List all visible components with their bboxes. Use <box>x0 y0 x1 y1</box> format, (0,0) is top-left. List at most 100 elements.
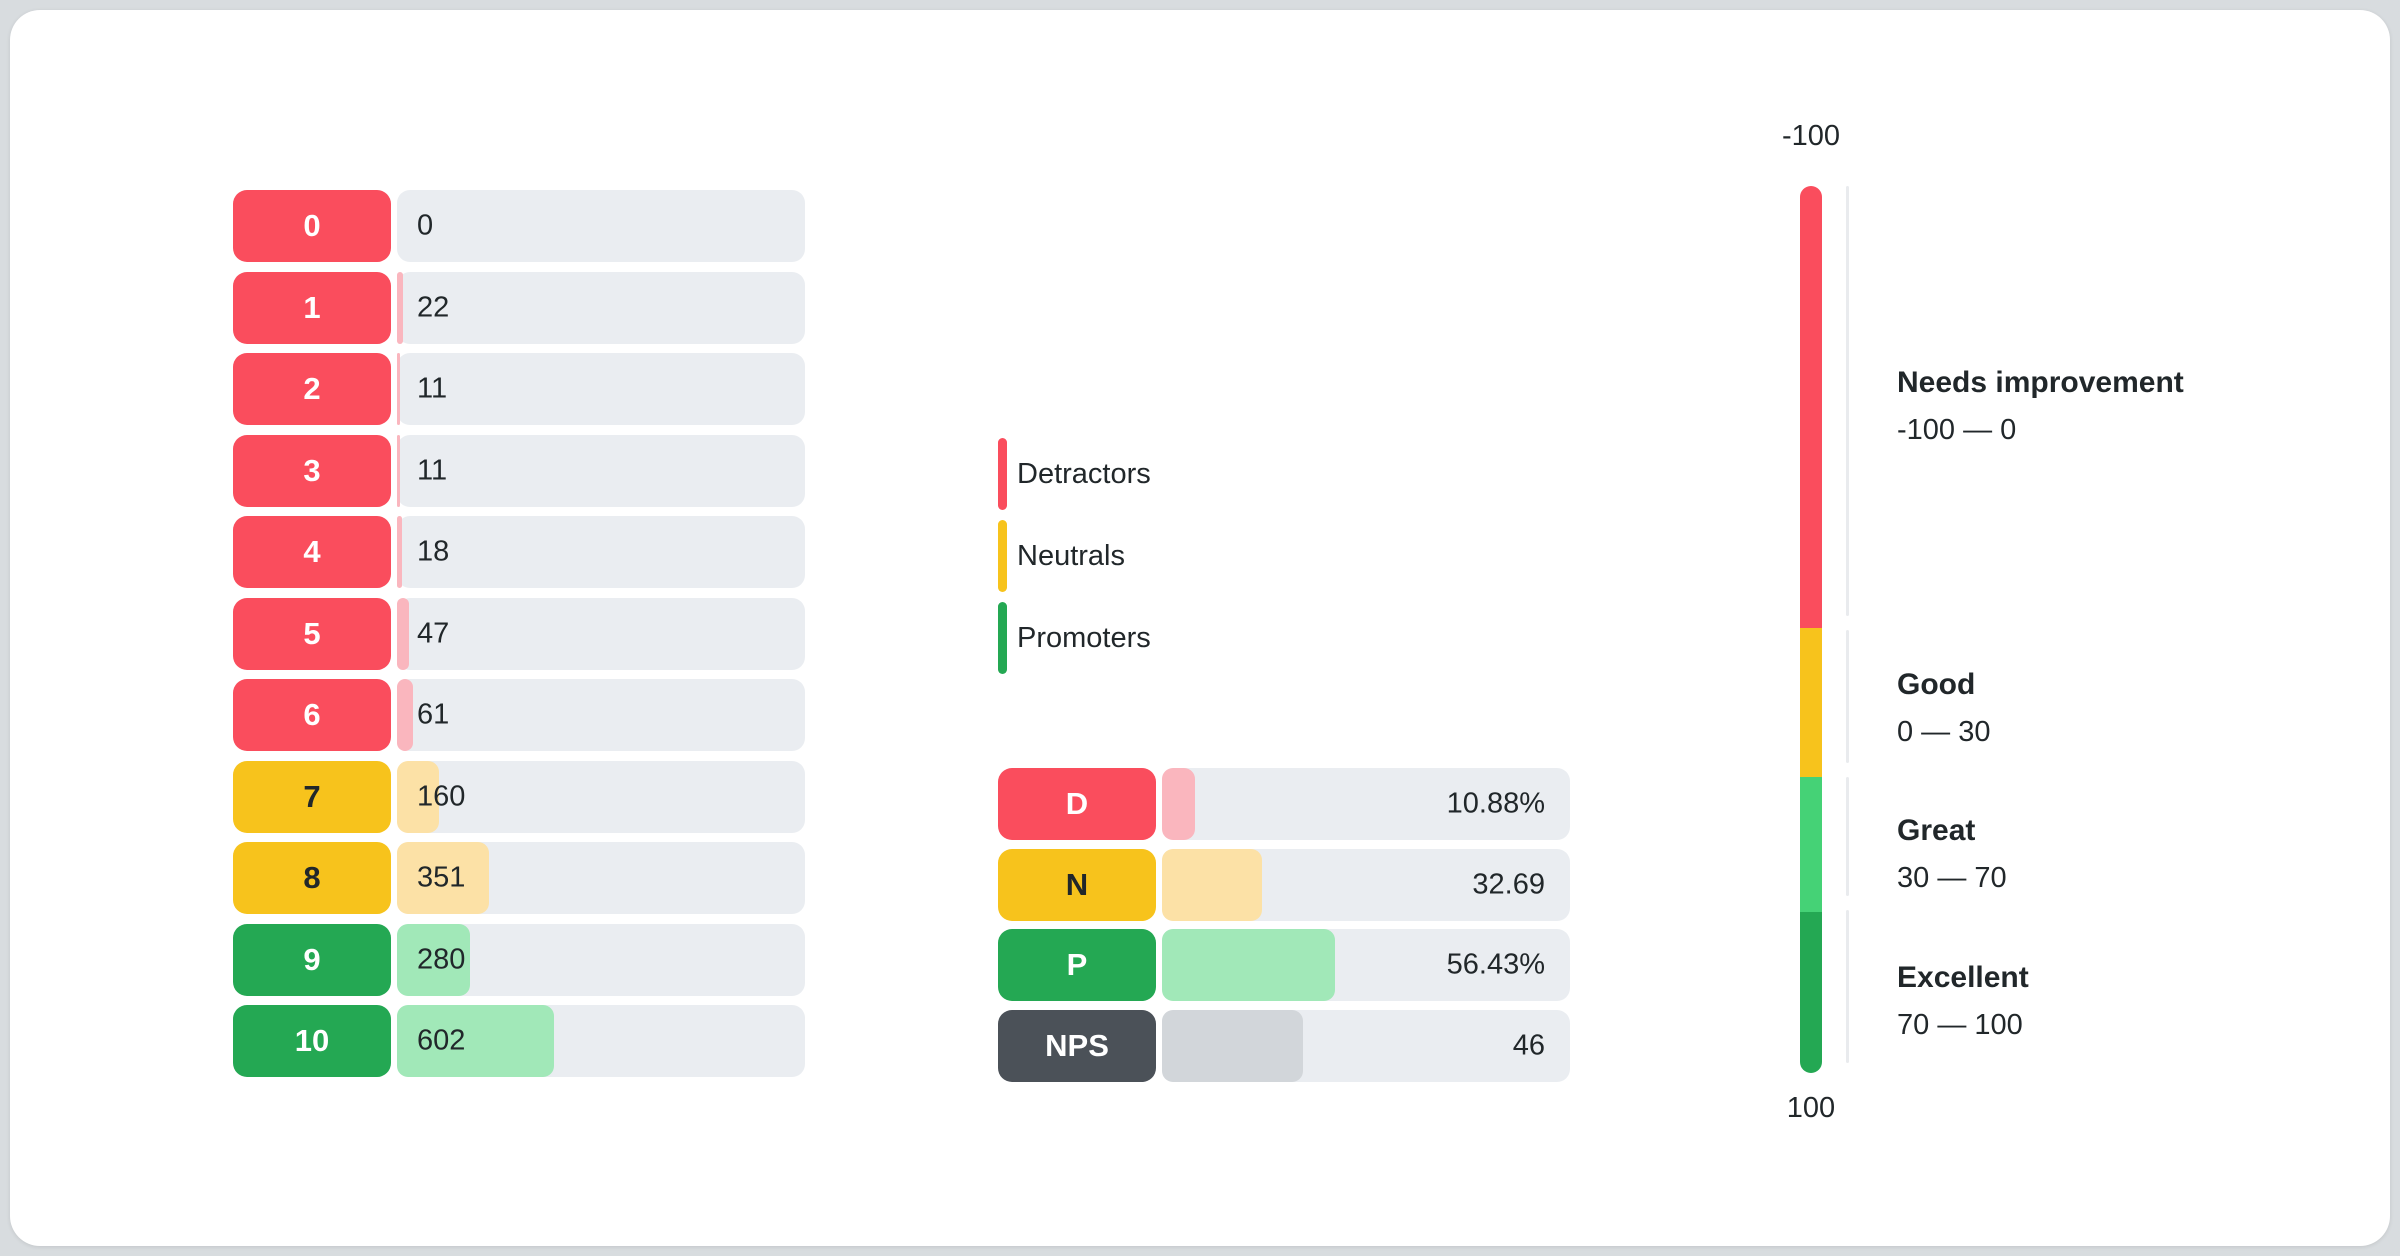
score-row: 5 47 <box>233 597 805 670</box>
bar-value: 56.43% <box>1446 948 1545 981</box>
legend-label: Promoters <box>1017 621 1151 654</box>
bar-fill <box>1162 768 1196 840</box>
score-row: 4 18 <box>233 516 805 588</box>
gauge-axis-line-segment <box>1846 186 1849 616</box>
gauge-zone-label-excellent: Excellent 70 — 100 <box>1897 960 2317 1043</box>
summary-chip-nps: NPS <box>998 1009 1156 1082</box>
bar-value: 10.88% <box>1446 787 1545 820</box>
bar-fill <box>397 760 439 833</box>
bar-track: 351 <box>397 842 805 914</box>
bar-track: 46 <box>1162 1009 1570 1082</box>
nps-summary-chart: D 10.88% N 32.69 P 56.43% NPS 46 <box>998 768 1570 1090</box>
legend-label: Detractors <box>1017 457 1151 490</box>
gauge-segment-good <box>1800 627 1822 777</box>
score-chip-3: 3 <box>233 434 391 507</box>
zone-title: Needs improvement <box>1897 366 2184 399</box>
summary-chip-n: N <box>998 848 1156 921</box>
score-row: 6 61 <box>233 679 805 751</box>
gauge-zone-label-good: Good 0 — 30 <box>1897 667 2317 750</box>
bar-value: 280 <box>417 943 466 975</box>
summary-row: P 56.43% <box>998 929 1570 1001</box>
gauge-segment-needs-improvement <box>1800 186 1822 628</box>
bar-value: 18 <box>417 535 450 568</box>
zone-range: 70 — 100 <box>1897 1009 2023 1041</box>
bar-value: 32.69 <box>1472 868 1545 900</box>
bar-track: 11 <box>397 434 805 507</box>
score-chip-10: 10 <box>233 1005 391 1077</box>
bar-value: 602 <box>417 1024 466 1057</box>
bar-track: 18 <box>397 516 805 588</box>
legend-label: Neutrals <box>1017 539 1125 572</box>
bar-fill <box>397 1005 555 1077</box>
zone-range: 30 — 70 <box>1897 862 2007 894</box>
bar-value: 22 <box>417 291 450 323</box>
zone-title: Good <box>1897 668 1976 701</box>
bar-value: 0 <box>417 209 434 242</box>
score-row: 2 11 <box>233 353 805 425</box>
bar-track: 47 <box>397 597 805 670</box>
gauge-axis-line-segment <box>1846 777 1849 897</box>
bar-track: 0 <box>397 190 805 262</box>
summary-row: D 10.88% <box>998 768 1570 840</box>
bar-fill <box>1162 848 1263 921</box>
bar-fill <box>397 679 413 751</box>
bar-track: 22 <box>397 271 805 344</box>
gauge-top-label: -100 <box>1781 120 1841 152</box>
legend-item-neutrals: Neutrals <box>998 520 1151 592</box>
bar-fill <box>397 842 489 914</box>
bar-fill <box>1162 1009 1303 1082</box>
score-chip-6: 6 <box>233 679 391 751</box>
bar-track: 11 <box>397 353 805 425</box>
gauge-zone-label-great: Great 30 — 70 <box>1897 813 2317 896</box>
score-chip-7: 7 <box>233 760 391 833</box>
bar-track: 160 <box>397 760 805 833</box>
gauge-axis-line-segment <box>1846 910 1849 1063</box>
summary-row: NPS 46 <box>998 1009 1570 1082</box>
bar-fill <box>397 516 402 588</box>
detractors-color-bar <box>998 438 1007 510</box>
score-chip-5: 5 <box>233 597 391 670</box>
bar-value: 47 <box>417 617 450 649</box>
bar-fill <box>397 923 471 996</box>
bar-track: 32.69 <box>1162 848 1570 921</box>
zone-range: -100 — 0 <box>1897 414 2017 446</box>
score-chip-1: 1 <box>233 271 391 344</box>
bar-track: 56.43% <box>1162 929 1570 1001</box>
score-row: 3 11 <box>233 434 805 507</box>
zone-title: Great <box>1897 814 1976 847</box>
summary-chip-d: D <box>998 768 1156 840</box>
bar-fill <box>397 597 410 670</box>
legend-item-detractors: Detractors <box>998 438 1151 510</box>
gauge-bar <box>1800 186 1822 1073</box>
bar-track: 602 <box>397 1005 805 1077</box>
bar-value: 11 <box>417 372 448 405</box>
score-row: 10 602 <box>233 1005 805 1077</box>
zone-range: 0 — 30 <box>1897 716 1991 748</box>
bar-value: 160 <box>417 780 466 812</box>
bar-fill <box>397 353 400 425</box>
score-chip-9: 9 <box>233 923 391 996</box>
bar-track: 10.88% <box>1162 768 1570 840</box>
zone-title: Excellent <box>1897 961 2029 994</box>
gauge-segment-great <box>1800 776 1822 912</box>
score-chip-4: 4 <box>233 516 391 588</box>
score-chip-0: 0 <box>233 190 391 262</box>
score-row: 8 351 <box>233 842 805 914</box>
bar-fill <box>1162 929 1335 1001</box>
legend-item-promoters: Promoters <box>998 602 1151 674</box>
bar-value: 46 <box>1512 1029 1545 1061</box>
gauge-bottom-label: 100 <box>1786 1092 1836 1124</box>
score-chip-8: 8 <box>233 842 391 914</box>
gauge-zone-label-needs-improvement: Needs improvement -100 — 0 <box>1897 365 2317 448</box>
bar-value: 351 <box>417 861 466 894</box>
bar-track: 280 <box>397 923 805 996</box>
neutrals-color-bar <box>998 520 1007 592</box>
summary-chip-p: P <box>998 929 1156 1001</box>
gauge-segment-excellent <box>1800 911 1822 1073</box>
score-row: 9 280 <box>233 923 805 996</box>
bar-value: 61 <box>417 698 450 731</box>
promoters-color-bar <box>998 602 1007 674</box>
score-row: 1 22 <box>233 271 805 344</box>
bar-value: 11 <box>417 454 448 486</box>
